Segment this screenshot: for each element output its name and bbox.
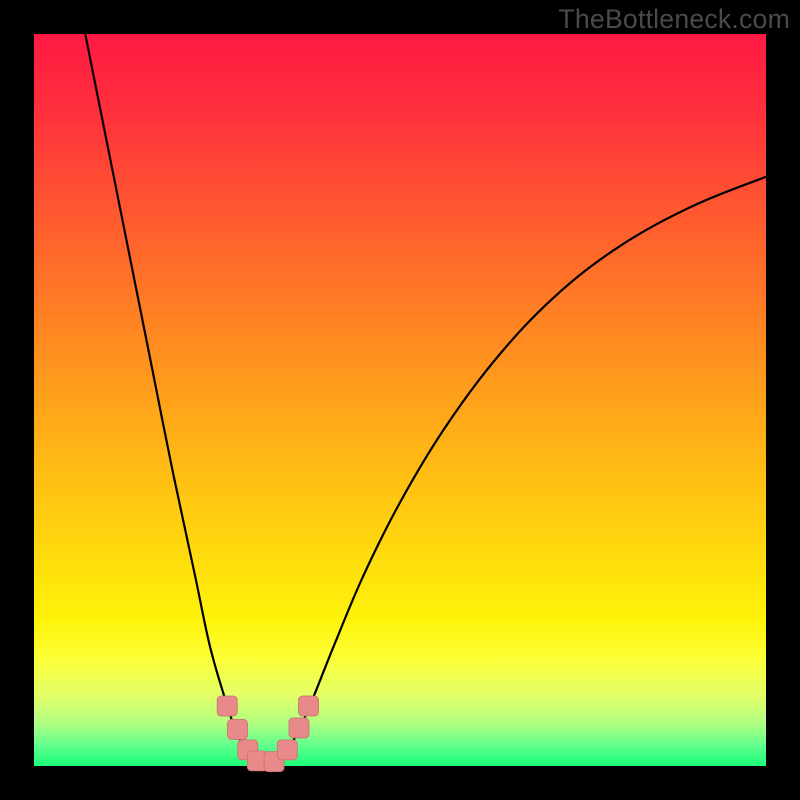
highlight-marker [299,696,319,716]
highlight-marker [227,719,247,739]
highlight-marker [289,718,309,738]
curve-layer [34,34,766,766]
highlight-markers-group [217,696,318,772]
bottleneck-curve [85,34,766,763]
highlight-marker [217,696,237,716]
highlight-marker [277,740,297,760]
plot-area [34,34,766,766]
watermark-text: TheBottleneck.com [558,4,790,35]
